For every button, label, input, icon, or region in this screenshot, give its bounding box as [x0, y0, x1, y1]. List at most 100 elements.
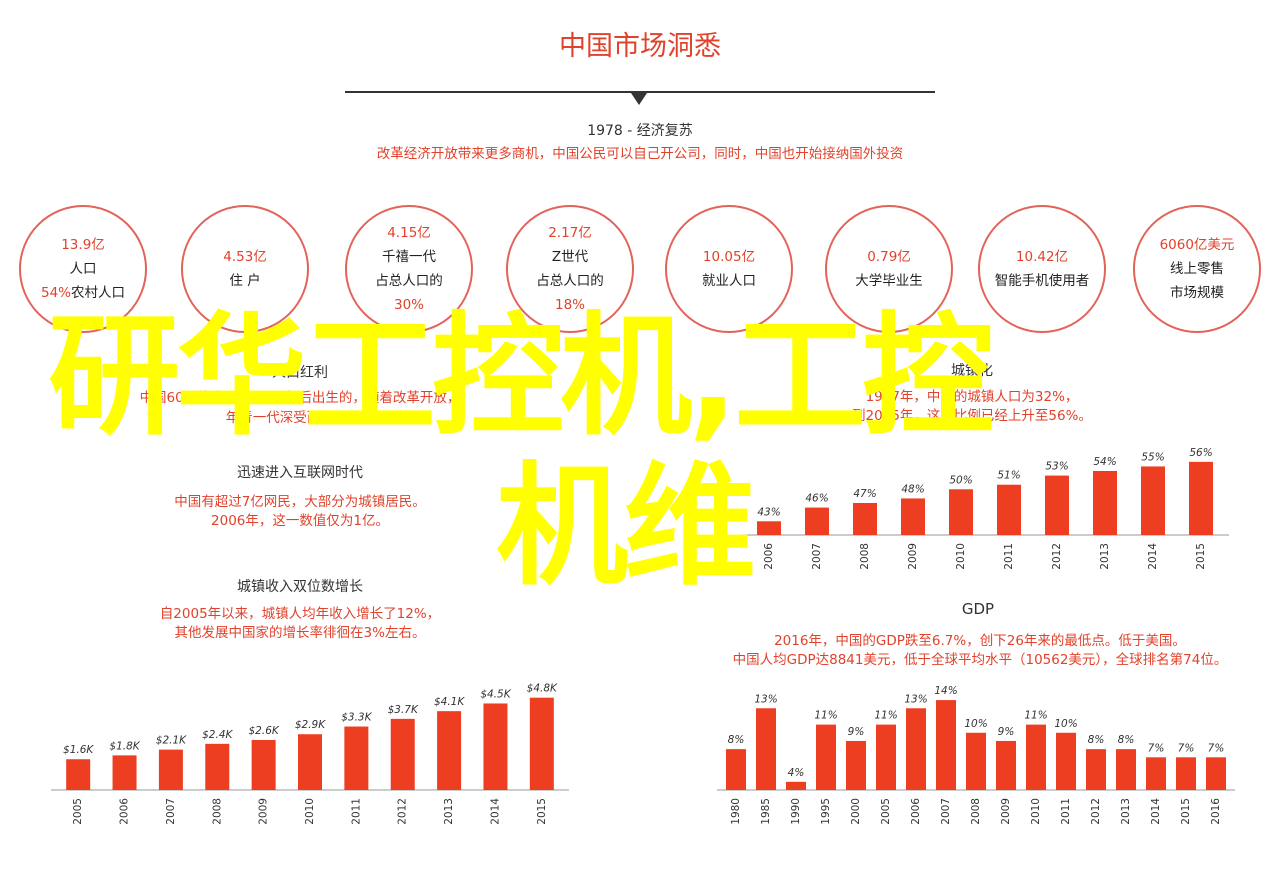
bar	[1026, 724, 1046, 790]
stat-circle-graduates: 0.79亿 大学毕业生	[825, 205, 953, 333]
bar-data-label: $4.5K	[480, 688, 511, 700]
bar-data-label: 14%	[934, 685, 957, 697]
stat-circle-households: 4.53亿 住 户	[181, 205, 309, 333]
bar-data-label: 11%	[1024, 710, 1047, 722]
circle-value: 0.79亿	[867, 249, 911, 265]
circle-value: 2.17亿	[548, 225, 592, 241]
x-tick-label: 2009	[258, 798, 270, 825]
x-tick-label: 2005	[72, 798, 84, 825]
x-tick-label: 2011	[1060, 798, 1072, 825]
bar	[1141, 466, 1165, 535]
gdp-growth-bar-chart: 8% 1980 13% 1985 4% 1990 11% 1995 9% 2000 11% 2005 1…	[717, 685, 1235, 825]
bar	[756, 708, 776, 790]
bar	[966, 732, 986, 790]
bar	[344, 726, 369, 790]
bar	[298, 734, 322, 790]
section-note-internet-1: 中国有超过7亿网民，大部分为城镇居民。	[174, 494, 426, 510]
bar	[805, 507, 829, 535]
x-tick-label: 1990	[790, 798, 802, 825]
x-tick-label: 2010	[1030, 798, 1042, 825]
circle-percent: 30%	[393, 297, 424, 313]
section-note-urbanization-1: 1997年，中国的城镇人口为32%，	[865, 389, 1079, 405]
bar-data-label: $2.1K	[156, 735, 187, 747]
down-arrow-icon	[631, 93, 647, 105]
bar	[1093, 471, 1117, 535]
bar	[1206, 757, 1226, 790]
section-note-demographic-2: 年青一代深受西方影响。	[225, 410, 375, 426]
bar	[1086, 749, 1106, 790]
section-note-income-2: 其他发展中国家的增长率徘徊在3%左右。	[174, 625, 426, 641]
section-note-income-1: 自2005年以来，城镇人均年收入增长了12%，	[159, 606, 441, 622]
bar	[483, 703, 508, 790]
bar	[846, 740, 866, 790]
circle-detail: 54%农村人口	[40, 285, 125, 301]
bar-data-label: $4.1K	[434, 696, 465, 708]
overlay-watermark-line-2: 机维	[496, 450, 756, 604]
x-tick-label: 2007	[165, 798, 177, 825]
bar	[205, 743, 230, 790]
x-tick-label: 2008	[970, 798, 982, 825]
bar	[786, 781, 806, 790]
bar-data-label: 13%	[904, 693, 927, 705]
x-tick-label: 2009	[907, 543, 919, 570]
stat-circle-online-retail: 6060亿美元 线上零售 市场规模	[1133, 205, 1261, 333]
era-note: 改革经济开放带来更多商机，中国公民可以自己开公司，同时，中国也开始接纳国外投资	[376, 146, 904, 162]
x-tick-label: 2006	[763, 543, 775, 570]
x-tick-label: 2011	[1003, 543, 1015, 570]
bar-data-label: $3.7K	[388, 704, 419, 716]
bar	[726, 749, 746, 790]
stat-circle-population: 13.9亿 人口 54%农村人口	[19, 205, 147, 333]
x-tick-label: 1985	[760, 798, 772, 825]
bar	[1189, 461, 1213, 535]
bar	[1116, 749, 1136, 790]
bar-data-label: 13%	[754, 693, 777, 705]
bar-data-label: $1.8K	[109, 740, 140, 752]
x-tick-label: 2013	[443, 798, 455, 825]
section-note-gdp-1: 2016年，中国的GDP跌至6.7%，创下26年来的最低点。低于美国。	[774, 633, 1186, 649]
bar-data-label: $2.6K	[249, 725, 280, 737]
era-subtitle: 1978 - 经济复苏	[587, 123, 693, 139]
x-tick-label: 2014	[1150, 798, 1162, 825]
section-note-demographic-1: 中国60%的人口在1980年后出生的，随着改革开放，	[139, 390, 461, 406]
circle-value: 13.9亿	[61, 237, 105, 253]
x-tick-label: 2015	[1180, 798, 1192, 825]
bar-data-label: 56%	[1189, 447, 1212, 459]
circle-detail: 市场规模	[1170, 285, 1224, 301]
x-tick-label: 2007	[940, 798, 952, 825]
x-tick-label: 2013	[1120, 798, 1132, 825]
bar-data-label: 11%	[874, 710, 897, 722]
bar-data-label: 9%	[998, 726, 1015, 738]
bar-data-label: 46%	[805, 493, 828, 505]
x-tick-label: 2010	[955, 543, 967, 570]
x-tick-label: 2005	[880, 798, 892, 825]
x-tick-label: 2000	[850, 798, 862, 825]
x-tick-label: 2012	[1090, 798, 1102, 825]
section-note-internet-2: 2006年，这一数值仅为1亿。	[211, 513, 389, 529]
bar	[906, 708, 926, 790]
bar-data-label: 8%	[1118, 734, 1135, 746]
bar	[251, 740, 276, 790]
bar-data-label: 50%	[949, 474, 972, 486]
circle-detail: 占总人口的	[536, 273, 604, 289]
bar-data-label: 51%	[997, 470, 1020, 482]
x-tick-label: 2010	[304, 798, 316, 825]
bar-data-label: 8%	[728, 734, 745, 746]
x-tick-label: 2016	[1210, 798, 1222, 825]
x-tick-label: 2006	[910, 798, 922, 825]
bar-data-label: 10%	[964, 718, 987, 730]
bar-data-label: $4.8K	[527, 683, 558, 695]
bar	[996, 740, 1016, 790]
bar-data-label: $1.6K	[63, 744, 94, 756]
bar	[853, 503, 877, 535]
circle-label: 住 户	[229, 273, 261, 289]
x-tick-label: 2009	[1000, 798, 1012, 825]
bar	[936, 700, 956, 790]
section-title-demographic: 人口红利	[272, 365, 328, 381]
bar-data-label: 11%	[814, 710, 837, 722]
x-tick-label: 2011	[350, 798, 362, 825]
bar	[158, 749, 183, 790]
bar-data-label: 7%	[1178, 742, 1195, 754]
x-tick-label: 2012	[397, 798, 409, 825]
urban-income-bar-chart: $1.6K 2005 $1.8K 2006 $2.1K 2007 $2.4K 2008 $2.6…	[51, 683, 569, 825]
circle-label: 人口	[69, 261, 97, 277]
